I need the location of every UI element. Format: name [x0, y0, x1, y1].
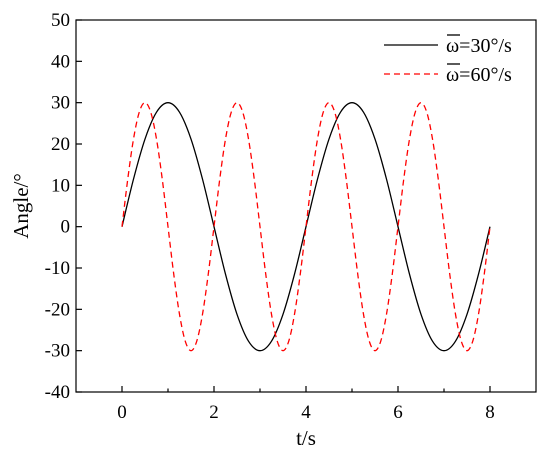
legend-value-text: =30°/s [459, 35, 512, 57]
y-tick-label: -30 [45, 341, 70, 362]
y-tick-label: 40 [51, 51, 70, 72]
y-axis-title: Angle/° [9, 173, 33, 239]
y-tick-label: -10 [45, 258, 70, 279]
x-tick-label: 2 [209, 402, 219, 423]
y-tick-label: -20 [45, 299, 70, 320]
legend-label-2: ω=60°/s [446, 64, 512, 86]
x-tick-label: 0 [117, 402, 127, 423]
y-tick-label: -40 [45, 382, 70, 403]
legend-omega-symbol: ω [446, 35, 459, 57]
x-axis-ticks: 0 2 4 6 8 [117, 386, 495, 423]
legend-omega-symbol: ω [446, 64, 459, 86]
y-axis-ticks: -40 -30 -20 -10 0 10 20 30 40 50 [45, 10, 82, 403]
legend-label-1: ω=30°/s [446, 35, 512, 57]
y-tick-label: 20 [51, 134, 70, 155]
legend: ω=30°/sω=60°/s [384, 34, 512, 86]
legend-value-text: =60°/s [459, 64, 512, 86]
x-tick-label: 8 [485, 402, 495, 423]
y-tick-label: 0 [61, 217, 71, 238]
series-line-2 [121, 102, 491, 352]
x-tick-label: 6 [393, 402, 403, 423]
series-line-1 [121, 102, 491, 352]
x-tick-label: 4 [301, 402, 311, 423]
y-tick-label: 30 [51, 93, 70, 114]
series-layer [121, 102, 491, 352]
y-tick-label: 10 [51, 175, 70, 196]
y-tick-label: 50 [51, 10, 70, 31]
x-axis-title: t/s [296, 426, 316, 450]
